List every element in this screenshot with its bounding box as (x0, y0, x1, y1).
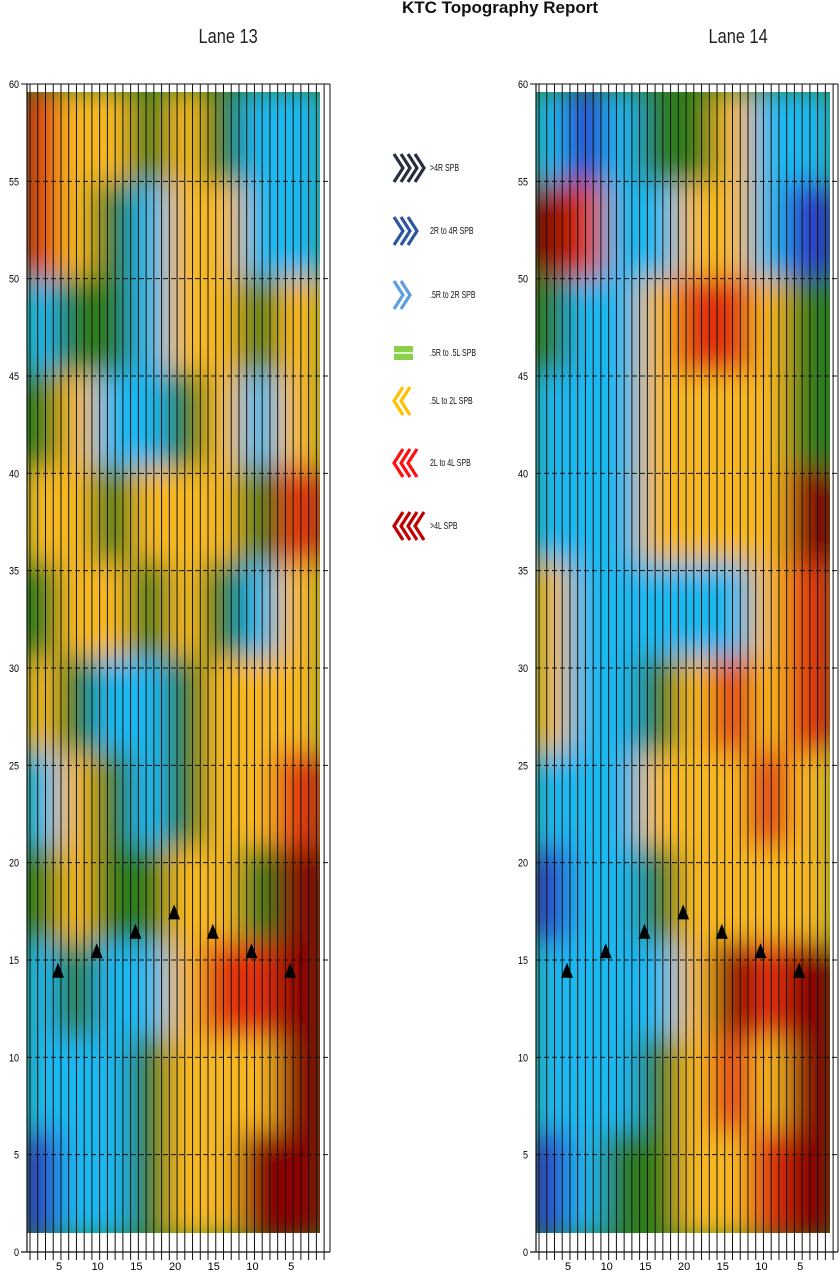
heatmap-cell (277, 846, 320, 954)
x-tick-label: 5 (797, 1261, 803, 1273)
heatmap-cell (277, 1131, 320, 1233)
heatmap-cell (277, 182, 320, 290)
legend-item: .5R to 2R SPB (392, 277, 495, 313)
x-tick-label: 5 (288, 1261, 294, 1273)
legend-item: >4R SPB (392, 150, 471, 186)
heatmap-cell (277, 92, 320, 195)
y-tick-label: 5 (14, 1150, 19, 1162)
legend-item: .5L to 2L SPB (392, 383, 491, 419)
triangle-marker (599, 943, 612, 959)
legend-label: >4L SPB (430, 520, 458, 532)
y-tick-label: 15 (518, 955, 528, 967)
legend-item: 2L to 4L SPB (392, 445, 488, 481)
y-tick-label: 35 (518, 566, 528, 578)
lane-14-title: Lane 14 (708, 26, 768, 48)
chevron-right-2-icon (392, 280, 412, 310)
triangle-marker (52, 962, 64, 978)
lane-1-heatmap (536, 92, 830, 1233)
x-tick-label: 10 (246, 1261, 258, 1273)
heatmap-cell (277, 562, 320, 670)
y-tick-label: 40 (9, 469, 19, 481)
triangle-marker (561, 962, 573, 978)
heatmap-cell (277, 372, 320, 480)
triangle-marker (284, 962, 297, 978)
y-tick-label: 45 (518, 371, 528, 383)
legend-label: >4R SPB (430, 162, 459, 174)
y-tick-label: 55 (518, 177, 528, 189)
y-tick-label: 20 (518, 858, 528, 870)
lane-13-title: Lane 13 (198, 26, 258, 48)
legend-item: 2R to 4R SPB (392, 213, 492, 249)
heatmap-cell (277, 1036, 320, 1144)
y-tick-label: 50 (9, 274, 19, 286)
chevron-left-2-icon (392, 386, 412, 416)
legend-item: >4L SPB (392, 508, 469, 544)
triangle-marker (206, 923, 219, 939)
lane-0-heatmap (27, 92, 320, 1233)
y-tick-label: 25 (9, 761, 19, 773)
y-tick-label: 40 (518, 469, 528, 481)
x-tick-label: 15 (130, 1261, 142, 1273)
heatmap-cell (277, 752, 320, 859)
y-tick-label: 20 (9, 858, 19, 870)
heatmap-cell (277, 657, 320, 765)
heatmap-cell (277, 941, 320, 1049)
equals-bar-icon (394, 346, 413, 360)
x-tick-label: 15 (208, 1261, 220, 1273)
legend-label: .5R to .5L SPB (430, 347, 477, 359)
y-tick-label: 15 (9, 955, 19, 967)
y-tick-label: 50 (518, 274, 528, 286)
x-tick-label: 10 (601, 1261, 613, 1273)
heatmap-cell (277, 277, 320, 385)
chevron-left-3-icon (392, 448, 419, 478)
triangle-marker (715, 923, 728, 939)
chevron-right-4-icon (392, 153, 426, 183)
x-tick-label: 10 (92, 1261, 104, 1273)
legend-label: .5L to 2L SPB (430, 395, 473, 407)
triangle-marker (638, 923, 651, 939)
y-tick-label: 30 (518, 663, 528, 675)
triangle-marker (168, 904, 181, 920)
y-tick-label: 55 (9, 177, 19, 189)
triangle-marker (754, 943, 767, 959)
y-tick-label: 30 (9, 663, 19, 675)
x-tick-label: 5 (565, 1261, 571, 1273)
y-tick-label: 35 (9, 566, 19, 578)
triangle-marker (90, 943, 103, 959)
y-tick-label: 25 (518, 761, 528, 773)
x-tick-label: 15 (639, 1261, 651, 1273)
chevron-left-4-icon (392, 511, 426, 541)
legend-item: .5R to .5L SPB (392, 335, 496, 371)
x-tick-label: 20 (169, 1261, 181, 1273)
y-tick-label: 10 (9, 1053, 19, 1065)
y-tick-label: 0 (523, 1247, 528, 1259)
y-tick-label: 60 (9, 79, 19, 91)
triangle-marker (129, 923, 142, 939)
x-tick-label: 10 (755, 1261, 767, 1273)
y-tick-label: 60 (518, 79, 528, 91)
triangle-marker (677, 904, 690, 920)
report-title: KTC Topography Report (401, 0, 599, 17)
y-tick-label: 10 (518, 1053, 528, 1065)
legend-label: 2R to 4R SPB (430, 225, 474, 237)
y-tick-label: 45 (9, 371, 19, 383)
legend-label: .5R to 2R SPB (430, 289, 476, 301)
triangle-marker (793, 962, 806, 978)
triangle-marker (245, 943, 258, 959)
heatmap-cell (277, 467, 320, 575)
chevron-right-3-icon (392, 216, 419, 246)
x-tick-label: 20 (678, 1261, 690, 1273)
x-tick-label: 15 (717, 1261, 729, 1273)
y-tick-label: 5 (523, 1150, 528, 1162)
x-tick-label: 5 (56, 1261, 62, 1273)
y-tick-label: 0 (14, 1247, 19, 1259)
legend-label: 2L to 4L SPB (430, 457, 471, 469)
